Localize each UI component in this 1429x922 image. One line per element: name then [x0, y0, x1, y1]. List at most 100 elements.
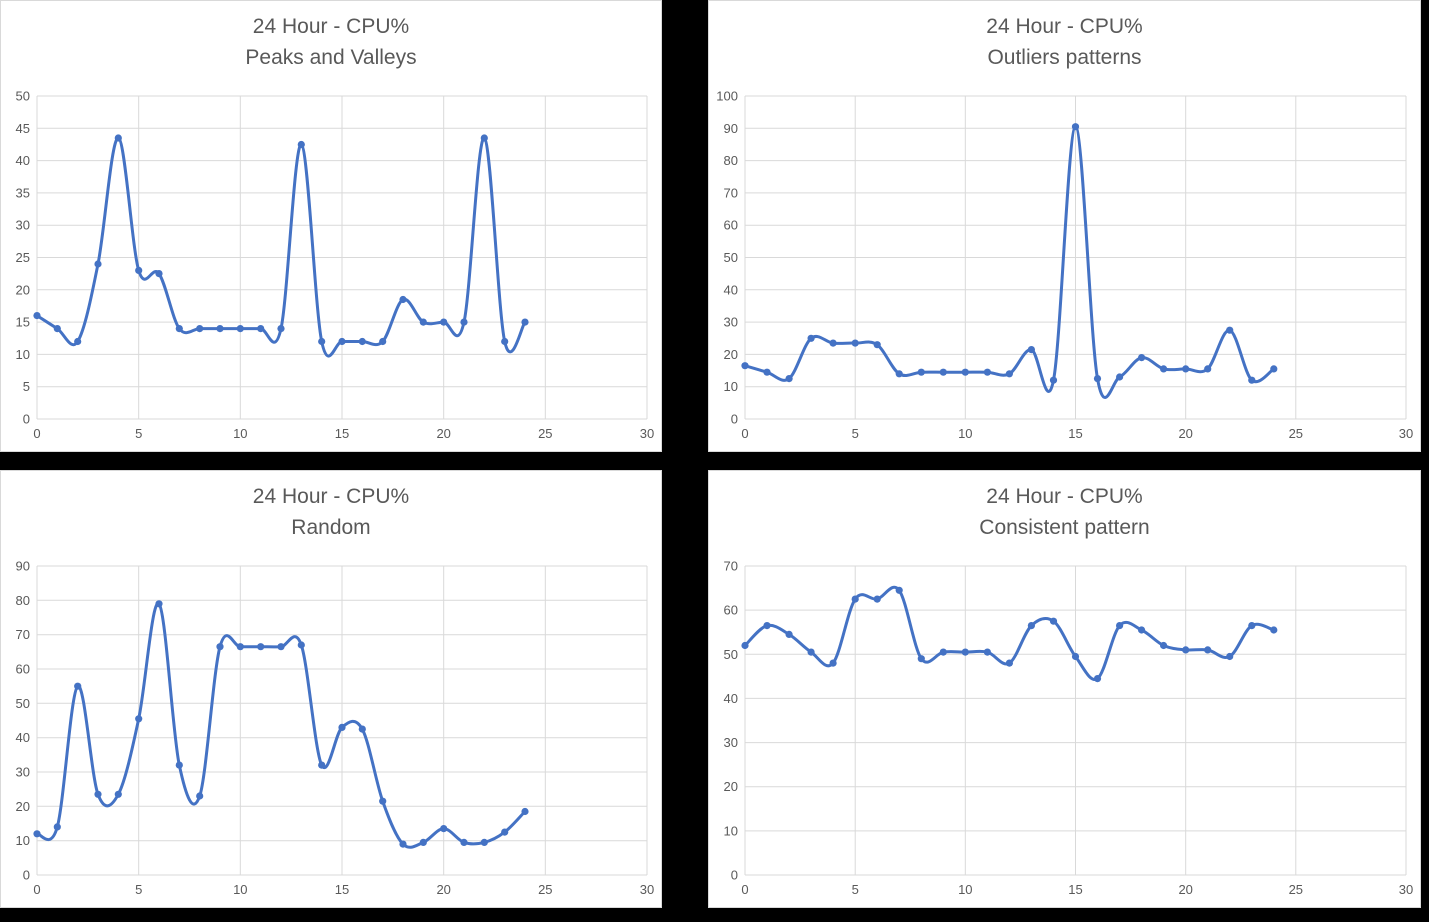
y-tick-label: 70 — [16, 627, 30, 642]
data-point-marker — [440, 318, 448, 326]
x-tick-label: 0 — [741, 426, 748, 441]
data-point-marker — [175, 325, 183, 333]
data-point-marker — [1093, 675, 1102, 683]
y-tick-label: 50 — [724, 647, 738, 662]
y-tick-label: 10 — [724, 379, 738, 394]
y-tick-label: 20 — [724, 779, 738, 794]
chart-subtitle: Consistent pattern — [979, 516, 1150, 539]
x-tick-label: 5 — [852, 426, 859, 441]
data-point-marker — [460, 838, 468, 846]
line-chart-canvas: 0 5 10 15 20 25 30 35 40 45 50 0 5 10 15 20 25 30 — [16, 89, 655, 442]
data-point-marker — [338, 723, 346, 731]
data-point-marker — [873, 341, 881, 349]
line-chart-canvas: 0 10 20 30 40 50 60 70 80 90 0 5 10 15 20 25 30 — [16, 559, 655, 898]
y-tick-label: 10 — [724, 823, 738, 838]
x-tick-label: 30 — [1399, 426, 1413, 441]
data-point-marker — [1160, 365, 1168, 373]
y-tick-label: 100 — [716, 89, 738, 104]
x-tick-label: 15 — [1068, 882, 1082, 897]
y-tick-label: 20 — [16, 799, 30, 814]
data-point-marker — [257, 643, 265, 651]
data-point-marker — [480, 134, 488, 142]
data-point-marker — [895, 586, 903, 594]
data-point-marker — [917, 368, 925, 376]
data-point-marker — [196, 325, 204, 333]
data-point-marker — [1027, 622, 1035, 630]
x-tick-label: 15 — [1068, 426, 1082, 441]
y-tick-label: 35 — [16, 185, 30, 200]
data-point-marker — [297, 140, 305, 149]
data-point-marker — [1138, 626, 1146, 634]
x-tick-label: 25 — [1289, 426, 1303, 441]
x-tick-label: 25 — [1289, 882, 1303, 897]
data-point-marker — [297, 641, 305, 649]
y-tick-label: 80 — [16, 593, 30, 608]
data-point-marker — [1182, 365, 1190, 373]
data-point-marker — [53, 325, 61, 333]
data-point-marker — [460, 318, 468, 326]
data-point-marker — [318, 337, 326, 346]
data-point-marker — [961, 648, 969, 656]
x-tick-label: 0 — [33, 882, 40, 897]
data-point-marker — [1226, 326, 1234, 334]
data-point-marker — [399, 295, 407, 304]
data-point-marker — [1049, 617, 1058, 625]
y-tick-label: 40 — [16, 153, 30, 168]
data-point-marker — [741, 362, 749, 370]
data-point-marker — [338, 337, 346, 346]
data-point-marker — [379, 337, 387, 346]
chart-panel-peaks-and-valleys: 24 Hour - CPU% Peaks and Valleys 0 5 10 15 2… — [0, 0, 662, 452]
series-line — [35, 602, 527, 849]
data-point-marker — [983, 368, 991, 376]
y-tick-label: 90 — [16, 559, 30, 574]
x-tick-label: 0 — [741, 882, 748, 897]
y-tick-label: 40 — [16, 730, 30, 745]
data-point-marker — [399, 840, 407, 848]
data-point-marker — [983, 648, 991, 656]
data-point-marker — [917, 655, 925, 663]
y-tick-label: 0 — [23, 868, 30, 883]
y-tick-label: 60 — [724, 218, 738, 233]
x-tick-label: 5 — [852, 882, 859, 897]
data-point-marker — [895, 370, 903, 378]
data-point-marker — [175, 761, 183, 769]
data-point-marker — [33, 312, 41, 320]
data-point-marker — [785, 375, 793, 383]
x-tick-label: 20 — [1178, 882, 1192, 897]
chart-header: 24 Hour - CPU% Peaks and Valleys — [1, 11, 661, 73]
data-point-marker — [1204, 365, 1212, 373]
data-point-marker — [1049, 376, 1058, 384]
y-tick-label: 0 — [731, 868, 738, 883]
y-tick-label: 30 — [16, 218, 30, 233]
line-chart-canvas: 0 10 20 30 40 50 60 70 0 5 10 15 20 25 30 — [724, 559, 1414, 898]
chart-title: 24 Hour - CPU% — [252, 15, 410, 38]
y-tick-label: 5 — [23, 379, 30, 394]
data-point-marker — [480, 838, 488, 846]
chart-subtitle: Random — [291, 516, 371, 539]
data-point-marker — [358, 725, 366, 733]
data-point-marker — [74, 337, 82, 346]
data-point-marker — [257, 325, 265, 333]
chart-title: 24 Hour - CPU% — [986, 15, 1143, 38]
y-tick-label: 60 — [724, 603, 738, 618]
data-point-marker — [763, 622, 771, 630]
series-line — [743, 125, 1276, 399]
data-point-marker — [216, 643, 224, 651]
x-tick-label: 10 — [958, 882, 972, 897]
y-tick-label: 60 — [16, 662, 30, 677]
y-tick-label: 90 — [724, 121, 738, 136]
chart-title: 24 Hour - CPU% — [252, 485, 410, 508]
data-point-marker — [94, 790, 102, 798]
data-point-marker — [961, 368, 969, 376]
x-tick-label: 10 — [233, 426, 247, 441]
y-tick-label: 45 — [16, 121, 30, 136]
data-point-marker — [1071, 652, 1080, 661]
data-point-marker — [763, 368, 771, 376]
y-tick-label: 0 — [23, 412, 30, 427]
data-point-marker — [807, 648, 815, 656]
data-point-marker — [135, 715, 143, 723]
x-tick-label: 5 — [135, 426, 142, 441]
y-tick-label: 50 — [16, 696, 30, 711]
data-point-marker — [155, 270, 163, 278]
